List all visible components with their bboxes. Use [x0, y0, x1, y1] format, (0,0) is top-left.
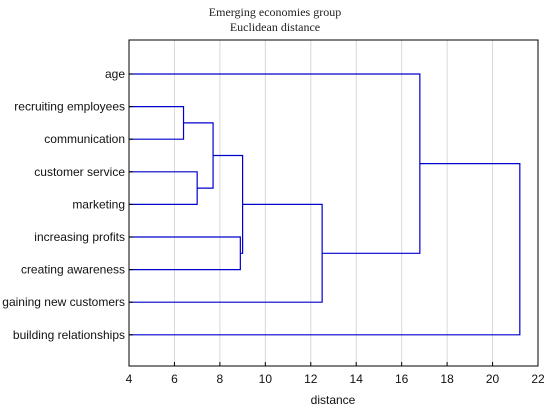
leaf-label: communication [44, 132, 125, 146]
x-tick-label: 18 [440, 372, 454, 386]
x-tick-label: 8 [217, 372, 224, 386]
x-axis-ticks: 4 6 8 10 12 14 16 18 20 22 [126, 362, 545, 386]
x-tick-label: 12 [304, 372, 318, 386]
leaf-labels: age recruiting employees communication cust… [2, 67, 133, 342]
dendrogram-link-m3 [183, 122, 214, 189]
leaf-label: recruiting employees [14, 100, 125, 114]
leaf-label: creating awareness [21, 263, 125, 277]
leaf-label: customer service [34, 165, 125, 179]
dendrogram-link-m8 [129, 163, 521, 336]
leaf-label: increasing profits [34, 230, 125, 244]
chart-subtitle: Euclidean distance [230, 20, 320, 34]
dendrogram-link-m1 [129, 105, 185, 140]
x-tick-label: 16 [395, 372, 409, 386]
x-axis-title: distance [311, 393, 356, 407]
leaf-label: building relationships [13, 328, 125, 342]
dendrogram-links [129, 73, 521, 336]
leaf-label: marketing [72, 197, 125, 211]
grid-lines [173, 40, 494, 366]
dendrogram-link-m6 [129, 203, 323, 303]
x-tick-label: 14 [350, 372, 364, 386]
leaf-label: age [105, 67, 125, 81]
plot-frame [128, 39, 539, 367]
x-tick-label: 4 [126, 372, 133, 386]
dendrogram-link-m7 [129, 73, 421, 254]
dendrogram-link-m2 [129, 171, 198, 205]
x-tick-label: 22 [531, 372, 545, 386]
x-tick-label: 10 [259, 372, 273, 386]
leaf-label: gaining new customers [2, 295, 125, 309]
dendrogram-link-m4 [129, 236, 241, 271]
x-tick-label: 20 [486, 372, 500, 386]
chart-title: Emerging economies group [209, 5, 341, 19]
dendrogram-link-m5 [213, 154, 244, 254]
x-tick-label: 6 [171, 372, 178, 386]
